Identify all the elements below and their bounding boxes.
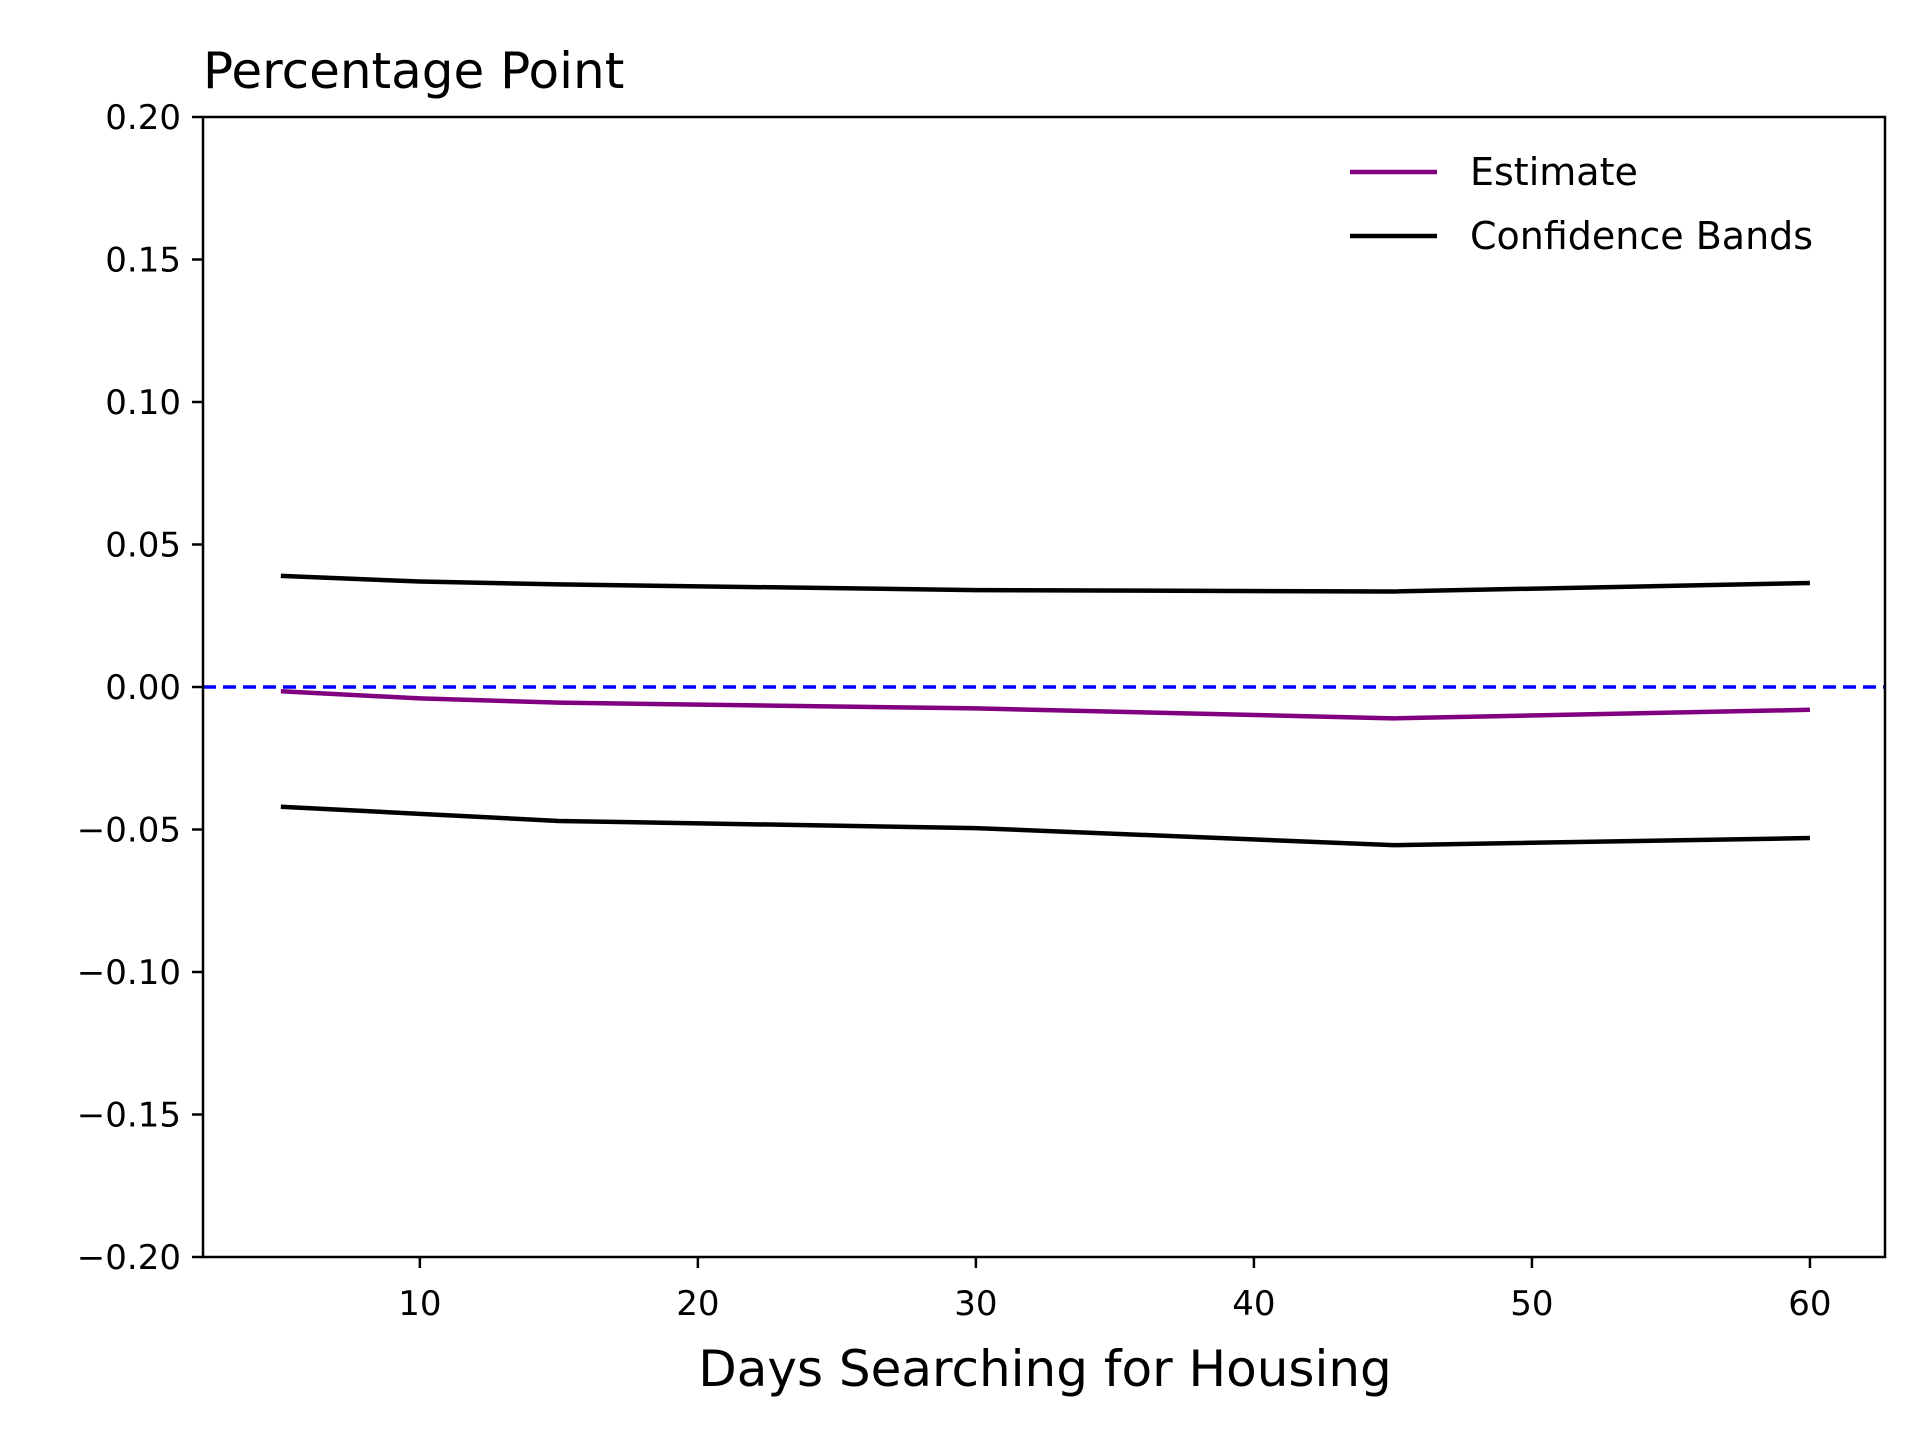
chart-title: Percentage Point — [203, 42, 624, 100]
y-tick-label: −0.15 — [77, 1096, 181, 1136]
x-tick-label: 20 — [676, 1284, 719, 1324]
x-tick-label: 30 — [954, 1284, 997, 1324]
y-tick-label: 0.10 — [105, 383, 181, 423]
y-tick-label: −0.05 — [77, 811, 181, 851]
y-tick-label: −0.10 — [77, 953, 181, 993]
legend-label: Estimate — [1470, 150, 1638, 194]
legend-label: Confidence Bands — [1470, 214, 1813, 258]
plot-area — [203, 573, 1885, 848]
y-tick-label: −0.20 — [77, 1238, 181, 1278]
y-axis-ticks: −0.20 −0.15 −0.10 −0.05 0.00 0.05 0.10 0.15 0.20 — [77, 98, 203, 1278]
x-tick-label: 50 — [1510, 1284, 1553, 1324]
plot-frame — [201, 115, 1887, 1259]
legend: Estimate Confidence Bands — [1350, 150, 1813, 258]
estimate-line — [280, 689, 1810, 721]
x-axis-ticks: 10 20 30 40 50 60 — [398, 1257, 1832, 1324]
y-tick-label: 0.15 — [105, 241, 181, 281]
y-tick-label: 0.00 — [105, 668, 181, 708]
upper-confidence-band-line — [280, 573, 1810, 594]
y-tick-label: 0.20 — [105, 98, 181, 138]
x-tick-label: 60 — [1788, 1284, 1831, 1324]
x-axis-title: Days Searching for Housing — [698, 1340, 1392, 1398]
y-tick-label: 0.05 — [105, 526, 181, 566]
x-tick-label: 10 — [398, 1284, 441, 1324]
lower-confidence-band-line — [280, 804, 1810, 848]
x-tick-label: 40 — [1232, 1284, 1275, 1324]
